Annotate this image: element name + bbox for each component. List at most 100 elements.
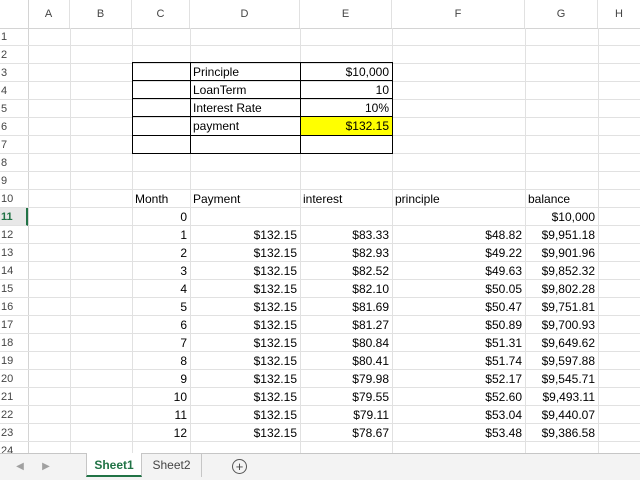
row-header-12[interactable]: 12 [0, 226, 28, 244]
row-header-7[interactable]: 7 [0, 136, 28, 154]
column-header-a[interactable]: A [28, 0, 70, 28]
row-header-5[interactable]: 5 [0, 100, 28, 118]
interest-cell[interactable]: $82.93 [352, 246, 389, 260]
month-cell[interactable]: 9 [180, 372, 187, 386]
interest-cell[interactable]: $79.11 [353, 408, 389, 422]
row-header-24[interactable]: 24 [0, 442, 28, 453]
month-cell[interactable]: 6 [180, 318, 187, 332]
interest-cell[interactable]: $80.41 [352, 354, 389, 368]
principle-cell[interactable]: $48.82 [485, 228, 522, 242]
row-header-2[interactable]: 2 [0, 46, 28, 64]
payment-cell[interactable]: $132.15 [253, 426, 297, 440]
row-header-3[interactable]: 3 [0, 64, 28, 82]
row-header-13[interactable]: 13 [0, 244, 28, 262]
balance-cell[interactable]: $9,545.71 [541, 372, 595, 386]
column-header-g[interactable]: G [525, 0, 598, 28]
header-month[interactable]: Month [135, 192, 169, 206]
payment-cell[interactable]: $132.15 [253, 408, 297, 422]
month-cell[interactable]: 12 [173, 426, 187, 440]
row-header-11[interactable]: 11 [0, 208, 28, 226]
balance-cell[interactable]: $9,751.81 [541, 300, 595, 314]
payment-value[interactable]: $132.15 [301, 117, 392, 135]
principle-cell[interactable]: $49.63 [485, 264, 522, 278]
interest-cell[interactable]: $79.55 [352, 390, 389, 404]
column-header-d[interactable]: D [190, 0, 300, 28]
balance-cell[interactable]: $9,440.07 [541, 408, 595, 422]
principle-cell[interactable]: $53.04 [485, 408, 522, 422]
loanterm-value[interactable]: 10 [375, 83, 389, 97]
month-cell[interactable]: 4 [180, 282, 187, 296]
payment-cell[interactable]: $132.15 [253, 372, 297, 386]
tab-sheet1[interactable]: Sheet1 [86, 453, 142, 477]
column-header-h[interactable]: H [615, 8, 623, 20]
principle-cell[interactable]: $51.31 [485, 336, 522, 350]
principle-cell[interactable]: $52.17 [485, 372, 522, 386]
plus-circle-icon[interactable]: + [232, 459, 247, 474]
column-header-b[interactable]: B [70, 0, 132, 28]
payment-cell[interactable]: $132.15 [253, 318, 297, 332]
interest-cell[interactable]: $80.84 [352, 336, 389, 350]
principle-cell[interactable]: $50.05 [485, 282, 522, 296]
interest-cell[interactable]: $81.27 [352, 318, 389, 332]
payment-cell[interactable]: $132.15 [253, 264, 297, 278]
payment-cell[interactable]: $132.15 [253, 354, 297, 368]
row-header-8[interactable]: 8 [0, 154, 28, 172]
month-cell[interactable]: 7 [180, 336, 187, 350]
principle-value[interactable]: $10,000 [345, 65, 389, 79]
payment-cell[interactable]: $132.15 [253, 390, 297, 404]
month-cell[interactable]: 2 [180, 246, 187, 260]
month-cell[interactable]: 10 [173, 390, 187, 404]
column-header-c[interactable]: C [132, 0, 190, 28]
balance-cell[interactable]: $9,700.93 [541, 318, 595, 332]
interest-rate-value[interactable]: 10% [364, 101, 389, 115]
column-header-e[interactable]: E [300, 0, 392, 28]
row-header-21[interactable]: 21 [0, 388, 28, 406]
interest-cell[interactable]: $82.10 [352, 282, 389, 296]
principle-cell[interactable]: $49.22 [485, 246, 522, 260]
principle-cell[interactable]: $53.48 [485, 426, 522, 440]
balance-cell[interactable]: $9,852.32 [541, 264, 595, 278]
row-header-22[interactable]: 22 [0, 406, 28, 424]
interest-cell[interactable]: $78.67 [352, 426, 389, 440]
month-0[interactable]: 0 [180, 210, 187, 224]
month-cell[interactable]: 5 [180, 300, 187, 314]
column-header-f[interactable]: F [392, 0, 525, 28]
header-interest[interactable]: interest [303, 192, 343, 206]
month-cell[interactable]: 1 [180, 228, 187, 242]
month-cell[interactable]: 8 [180, 354, 187, 368]
balance-cell[interactable]: $9,649.62 [541, 336, 595, 350]
month-cell[interactable]: 3 [180, 264, 187, 278]
chevron-left-icon[interactable]: ◀ [16, 461, 24, 472]
balance-cell[interactable]: $9,493.11 [542, 390, 596, 404]
row-header-20[interactable]: 20 [0, 370, 28, 388]
principle-cell[interactable]: $50.47 [485, 300, 522, 314]
payment-cell[interactable]: $132.15 [253, 300, 297, 314]
payment-cell[interactable]: $132.15 [253, 246, 297, 260]
row-header-15[interactable]: 15 [0, 280, 28, 298]
row-header-6[interactable]: 6 [0, 118, 28, 136]
balance-cell[interactable]: $9,951.18 [541, 228, 595, 242]
balance-cell[interactable]: $9,802.28 [541, 282, 595, 296]
row-header-4[interactable]: 4 [0, 82, 28, 100]
principle-label[interactable]: Principle [193, 65, 240, 79]
select-all-corner[interactable] [0, 0, 29, 28]
row-header-14[interactable]: 14 [0, 262, 28, 280]
principle-cell[interactable]: $50.89 [485, 318, 522, 332]
header-payment[interactable]: Payment [193, 192, 241, 206]
principle-cell[interactable]: $52.60 [485, 390, 522, 404]
balance-cell[interactable]: $9,597.88 [541, 354, 595, 368]
balance-cell[interactable]: $9,901.96 [541, 246, 595, 260]
spreadsheet-grid[interactable]: A B C D E F G H 1 2 3 4 5 6 7 8 9 10 11 12 13 14 15 16 1… [0, 0, 640, 453]
payment-cell[interactable]: $132.15 [253, 228, 297, 242]
interest-rate-label[interactable]: Interest Rate [193, 101, 262, 115]
balance-0[interactable]: $10,000 [551, 210, 595, 224]
row-header-23[interactable]: 23 [0, 424, 28, 442]
principle-cell[interactable]: $51.74 [485, 354, 522, 368]
row-header-10[interactable]: 10 [0, 190, 28, 208]
row-header-19[interactable]: 19 [0, 352, 28, 370]
row-header-18[interactable]: 18 [0, 334, 28, 352]
row-header-1[interactable]: 1 [0, 28, 28, 46]
interest-cell[interactable]: $83.33 [352, 228, 389, 242]
interest-cell[interactable]: $79.98 [352, 372, 389, 386]
header-balance[interactable]: balance [528, 192, 571, 206]
